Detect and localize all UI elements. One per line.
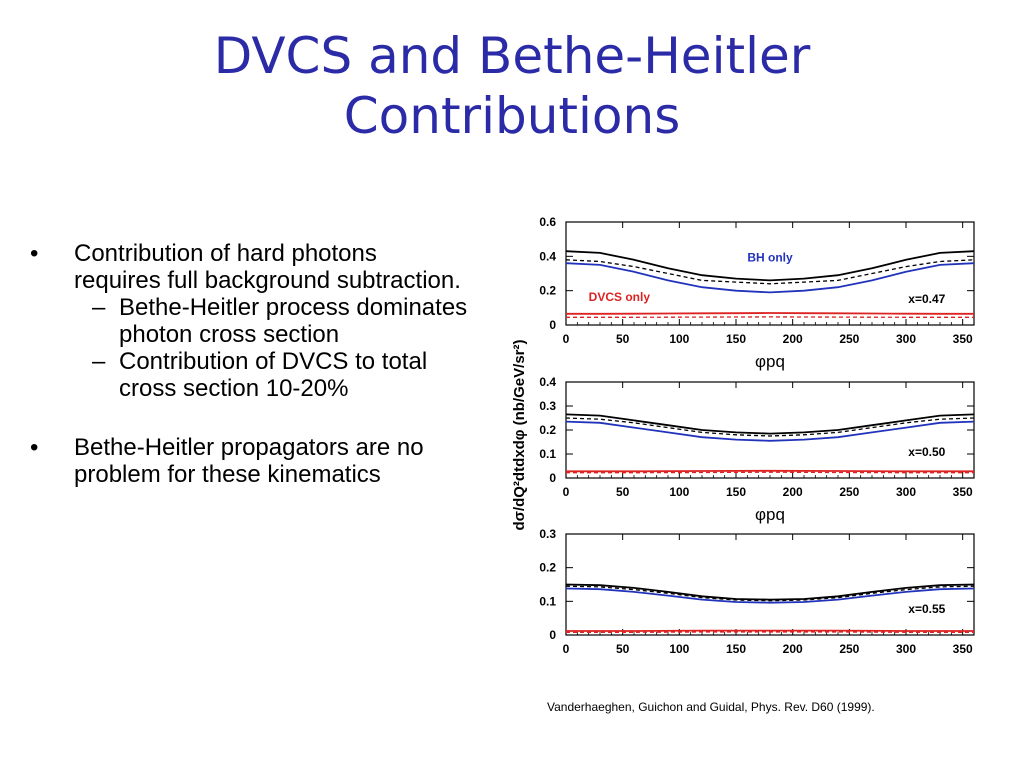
bullet-item: • Contribution of hard photons requires … [30,240,470,294]
x-tick-label: 350 [953,642,973,656]
y-tick-label: 0.2 [539,423,556,437]
kinematics-annotation: x=0.55 [908,602,945,616]
y-tick-label: 0 [549,628,556,642]
x-tick-label: 50 [616,485,630,499]
plot-frame [565,533,975,636]
y-tick-label: 0.4 [539,249,556,263]
dvcs-only-label: DVCS only [589,290,651,304]
x-tick-label: 50 [616,642,630,656]
total-curve [565,417,975,437]
y-tick-label: 0.3 [539,399,556,413]
slide-title: DVCS and Bethe-Heitler Contributions [0,26,1024,146]
x-tick-label: 300 [896,642,916,656]
x-tick-label: 300 [896,485,916,499]
kinematics-annotation: x=0.50 [908,445,945,459]
title-line-2: Contributions [343,87,681,145]
x-tick-label: 250 [839,332,859,346]
dvcs-curve [566,312,974,315]
sub-bullet-item: – Contribution of DVCS to total cross se… [30,348,470,402]
x-tick-label: 100 [669,332,689,346]
y-tick-label: 0.1 [539,594,556,608]
y-tick-label: 0.2 [539,284,556,298]
x-tick-label: 200 [783,332,803,346]
total-curve [565,259,975,285]
y-tick-label: 0.4 [539,375,556,389]
title-line-1: DVCS and Bethe-Heitler [213,27,811,85]
bullet-list: • Contribution of hard photons requires … [30,240,470,488]
x-tick-label: 150 [726,485,746,499]
cross-section-figure: dσ/dQ²dtdxdφ (nb/GeV/sr²) 0 50 100 150 200 25… [511,215,975,656]
x-axis-label: φpq [755,505,785,524]
total-curve [565,413,975,435]
x-tick-label: 200 [783,485,803,499]
dvcs-curve [566,469,974,473]
total-curve [565,583,975,601]
x-tick-label: 0 [563,332,570,346]
sub-bullet-marker: – [92,348,106,375]
x-tick-label: 250 [839,485,859,499]
x-tick-label: 150 [726,642,746,656]
y-tick-label: 0.3 [539,527,556,541]
sub-bullet-text: Bethe-Heitler process dominates photon c… [119,294,468,348]
bullet-marker: • [30,434,39,461]
x-tick-label: 300 [896,332,916,346]
y-tick-label: 0.6 [539,215,556,229]
x-tick-label: 0 [563,642,570,656]
x-tick-label: 150 [726,332,746,346]
x-axis-label: φpq [755,352,785,371]
x-tick-label: 0 [563,485,570,499]
x-tick-label: 50 [616,332,630,346]
total-curve [565,585,975,602]
bullet-text: Bethe-Heitler propagators are no problem… [74,434,424,488]
bullet-text: Contribution of hard photons requires fu… [74,240,461,294]
plot-frame [565,381,975,479]
total-curve [565,250,975,282]
bh-only-label: BH only [747,250,793,264]
y-tick-label: 0.2 [539,561,556,575]
x-tick-label: 350 [953,332,973,346]
x-tick-label: 100 [669,642,689,656]
x-tick-label: 100 [669,485,689,499]
dvcs-curve [566,471,974,474]
bh-curve [565,587,975,604]
sub-bullet-text: Contribution of DVCS to total cross sect… [119,348,428,402]
y-tick-label: 0.1 [539,447,556,461]
y-axis-label: dσ/dQ²dtdxdφ (nb/GeV/sr²) [511,340,528,531]
kinematics-annotation: x=0.47 [908,292,945,306]
sub-bullet-item: – Bethe-Heitler process dominates photon… [30,294,470,348]
bullet-marker: • [30,240,39,267]
y-tick-label: 0 [549,318,556,332]
citation: Vanderhaeghen, Guichon and Guidal, Phys.… [547,700,875,714]
x-tick-label: 250 [839,642,859,656]
bh-curve [565,420,975,442]
plot-frame [565,221,975,326]
x-tick-label: 350 [953,485,973,499]
bullet-item: • Bethe-Heitler propagators are no probl… [30,434,470,488]
sub-bullet-marker: – [92,294,106,321]
bh-curve [565,262,975,294]
x-tick-label: 200 [783,642,803,656]
y-tick-label: 0 [549,471,556,485]
